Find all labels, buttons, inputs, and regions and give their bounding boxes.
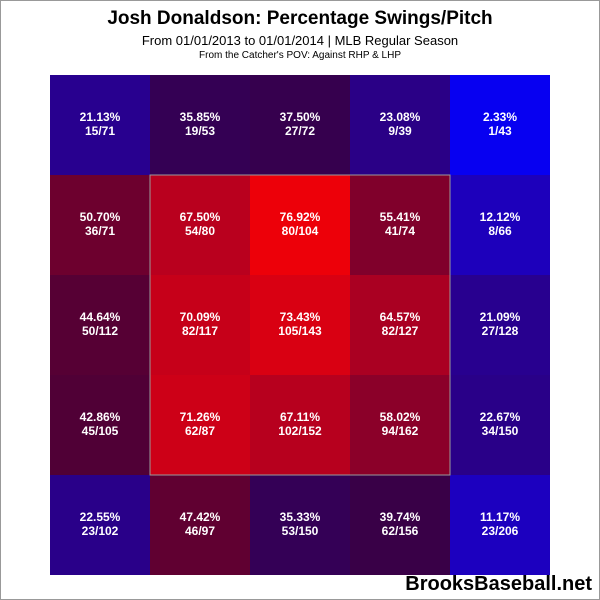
zone-cell-r5-c2 (150, 475, 250, 575)
zone-count-label: 23/206 (482, 524, 519, 538)
zone-cell-r2-c4 (350, 175, 450, 275)
zone-pct-label: 37.50% (280, 110, 321, 124)
zone-count-label: 82/117 (182, 324, 218, 338)
zone-cell-r2-c2 (150, 175, 250, 275)
zone-pct-label: 67.50% (180, 210, 221, 224)
zone-cell-r1-c3 (250, 75, 350, 175)
chart-title: Josh Donaldson: Percentage Swings/Pitch (107, 8, 493, 29)
zone-count-label: 8/66 (488, 224, 512, 238)
zone-cell-r3-c1 (50, 275, 150, 375)
zone-pct-label: 44.64% (80, 310, 121, 324)
zone-cell-r5-c1 (50, 475, 150, 575)
brooks-baseball-watermark: BrooksBaseball.net (405, 573, 592, 595)
zone-count-label: 45/105 (82, 424, 119, 438)
zone-pct-label: 11.17% (480, 510, 520, 524)
zone-count-label: 62/156 (382, 524, 419, 538)
zone-count-label: 53/150 (282, 524, 319, 538)
zone-count-label: 62/87 (185, 424, 215, 438)
zone-count-label: 41/74 (385, 224, 415, 238)
zone-count-label: 1/43 (488, 124, 512, 138)
zone-count-label: 23/102 (82, 524, 119, 538)
zone-pct-label: 71.26% (180, 410, 221, 424)
zone-count-label: 36/71 (85, 224, 115, 238)
zone-count-label: 27/128 (482, 324, 519, 338)
zone-cell-r4-c1 (50, 375, 150, 475)
zone-count-label: 34/150 (482, 424, 519, 438)
zone-cell-r1-c1 (50, 75, 150, 175)
zone-cell-r2-c5 (450, 175, 550, 275)
zone-pct-label: 55.41% (380, 210, 421, 224)
zone-count-label: 102/152 (278, 424, 322, 438)
zone-count-label: 50/112 (82, 324, 118, 338)
chart-subtitle: From 01/01/2013 to 01/01/2014 | MLB Regu… (141, 33, 459, 48)
zone-pct-label: 22.67% (480, 410, 521, 424)
zone-cell-r5-c3 (250, 475, 350, 575)
zone-pct-label: 64.57% (380, 310, 421, 324)
zone-cell-r4-c5 (450, 375, 550, 475)
zone-pct-label: 21.09% (480, 310, 521, 324)
zone-pct-label: 50.70% (80, 210, 121, 224)
zone-pct-label: 12.12% (480, 210, 521, 224)
zone-pct-label: 23.08% (380, 110, 421, 124)
zone-cell-r1-c5 (450, 75, 550, 175)
zone-count-label: 82/127 (382, 324, 419, 338)
zone-count-label: 94/162 (382, 424, 419, 438)
zone-cell-r4-c3 (250, 375, 350, 475)
zone-count-label: 54/80 (185, 224, 215, 238)
zone-count-label: 15/71 (85, 124, 115, 138)
zone-pct-label: 2.33% (483, 110, 517, 124)
zone-count-label: 105/143 (278, 324, 322, 338)
zone-cell-r3-c3 (250, 275, 350, 375)
zone-cell-r2-c1 (50, 175, 150, 275)
zone-count-label: 9/39 (388, 124, 412, 138)
chart-note: From the Catcher's POV: Against RHP & LH… (199, 50, 401, 61)
zone-pct-label: 76.92% (280, 210, 321, 224)
zone-cell-r3-c4 (350, 275, 450, 375)
zone-count-label: 27/72 (285, 124, 315, 138)
zone-pct-label: 58.02% (380, 410, 421, 424)
zone-pct-label: 67.11% (280, 410, 320, 424)
zone-count-label: 80/104 (282, 224, 319, 238)
zone-cell-r4-c2 (150, 375, 250, 475)
zone-cell-r3-c2 (150, 275, 250, 375)
zone-pct-label: 39.74% (380, 510, 421, 524)
zone-pct-label: 35.85% (180, 110, 221, 124)
zone-pct-label: 35.33% (280, 510, 321, 524)
zone-cell-r5-c4 (350, 475, 450, 575)
zone-count-label: 46/97 (185, 524, 215, 538)
zone-pct-label: 47.42% (180, 510, 221, 524)
zone-pct-label: 21.13% (80, 110, 121, 124)
zone-cell-r3-c5 (450, 275, 550, 375)
zone-cell-r2-c3 (250, 175, 350, 275)
zone-pct-label: 42.86% (80, 410, 121, 424)
zone-pct-label: 73.43% (280, 310, 321, 324)
zone-cell-r4-c4 (350, 375, 450, 475)
zone-count-label: 19/53 (185, 124, 215, 138)
zone-pct-label: 70.09% (180, 310, 221, 324)
zone-cell-r1-c2 (150, 75, 250, 175)
strike-zone-outline (149, 174, 451, 476)
zone-cell-r1-c4 (350, 75, 450, 175)
zone-pct-label: 22.55% (80, 510, 121, 524)
zone-cell-r5-c5 (450, 475, 550, 575)
